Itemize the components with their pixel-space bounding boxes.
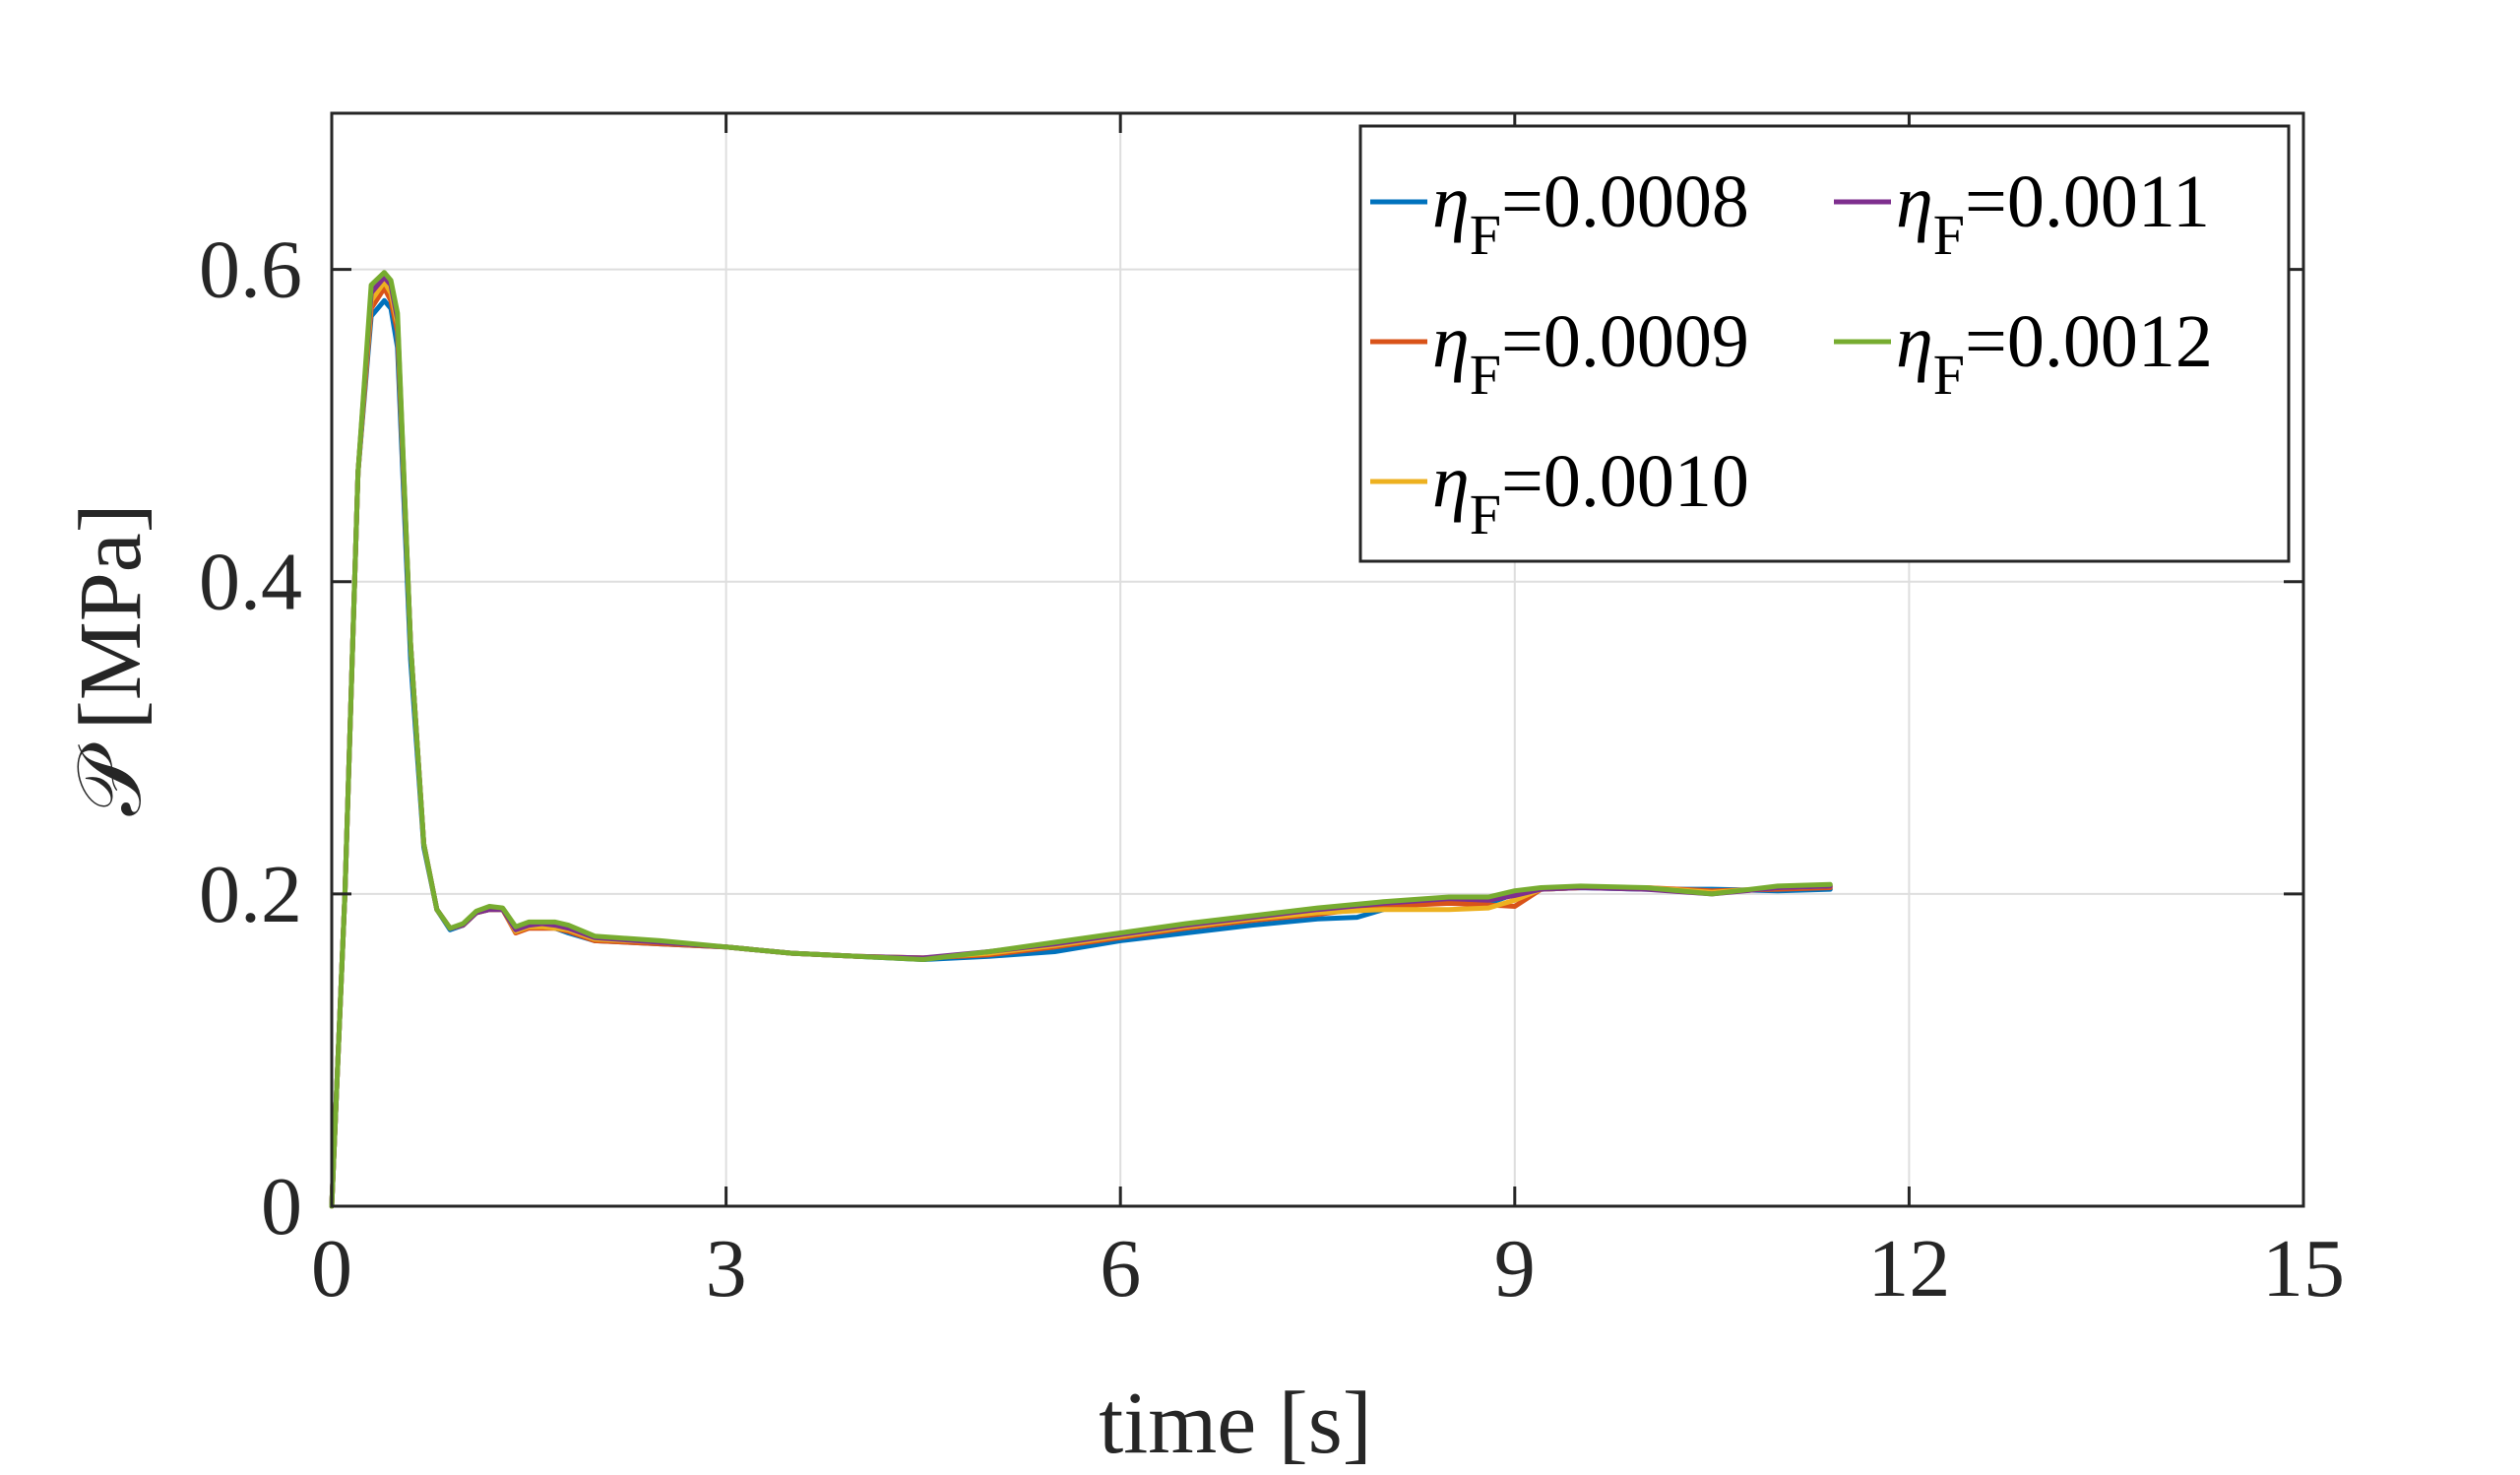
x-tick-label: 9 bbox=[1494, 1223, 1536, 1315]
x-tick-label: 0 bbox=[311, 1223, 352, 1315]
plot-frame bbox=[330, 111, 2305, 1208]
y-tick-label: 0.4 bbox=[199, 537, 302, 628]
series-line-4 bbox=[329, 270, 1833, 1209]
x-tick-label: 3 bbox=[706, 1223, 747, 1315]
x-axis-label: time [s] bbox=[1099, 1375, 1371, 1472]
legend-label-3: ηF=0.0011 bbox=[1896, 160, 2210, 267]
y-tick-label: 0.6 bbox=[199, 224, 302, 316]
x-tick-label: 15 bbox=[2262, 1223, 2345, 1315]
legend-label-2: ηF=0.0010 bbox=[1432, 440, 1749, 546]
series-layer bbox=[329, 270, 1833, 1209]
y-axis-label: 𝒫 [MPa] bbox=[62, 503, 159, 815]
y-tick-label: 0 bbox=[261, 1161, 302, 1252]
legend-label-4: ηF=0.0012 bbox=[1896, 300, 2213, 407]
y-tick-label: 0.2 bbox=[199, 849, 302, 940]
x-tick-label: 6 bbox=[1100, 1223, 1141, 1315]
tick-labels: 0 3 6 9 12 15 0 0.2 0.4 0.6 bbox=[199, 224, 2345, 1315]
legend-box bbox=[1358, 124, 2291, 563]
x-tick-label: 12 bbox=[1867, 1223, 1950, 1315]
legend: ηF=0.0008 ηF=0.0009 ηF=0.0010 ηF=0.0011 ηF=0… bbox=[1358, 124, 2291, 563]
legend-label-1: ηF=0.0009 bbox=[1432, 300, 1749, 407]
legend-label-0: ηF=0.0008 bbox=[1432, 160, 1749, 267]
